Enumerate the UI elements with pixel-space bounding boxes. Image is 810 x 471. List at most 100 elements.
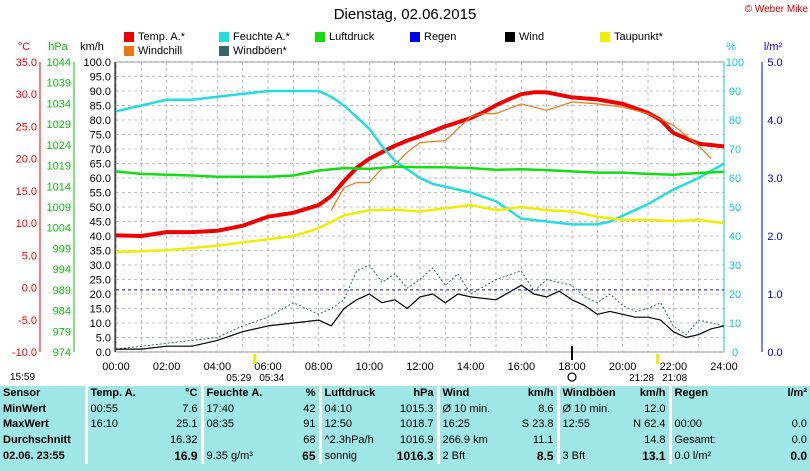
- kmh-tick-label: 0.0: [96, 347, 111, 359]
- stats-cell: 16.9: [174, 448, 198, 463]
- hpa-tick-label: 1019: [47, 161, 71, 173]
- pct-tick-label: 10: [729, 318, 741, 330]
- stats-cell: Ø 10 min.: [556, 401, 618, 418]
- legend-label-temp: Temp. A.*: [138, 31, 186, 43]
- pct-tick-label: 60: [729, 173, 741, 185]
- x-tick-label: 08:00: [305, 361, 333, 373]
- statistics-table: Sensor Temp. A. °C Feuchte A.% Luftdruck hPa W…: [0, 386, 810, 471]
- hpa-tick-label: 984: [53, 306, 71, 318]
- stats-cell: 8.5: [536, 448, 554, 463]
- hpa-tick-label: 999: [53, 243, 71, 255]
- stats-cell: [84, 432, 146, 449]
- stats-cell: Feuchte A.: [200, 386, 268, 402]
- kmh-tick-label: 50.0: [90, 202, 111, 214]
- legend-item-feuchte: Feuchte A.*: [219, 31, 290, 43]
- stats-cell: 2 Bft: [436, 448, 498, 464]
- pct-tick-label: 40: [729, 231, 741, 243]
- stats-cell: 0.0: [791, 418, 807, 431]
- copyright-link[interactable]: © Weber Mike: [744, 4, 808, 15]
- hpa-tick-label: 1039: [47, 78, 71, 90]
- kmh-tick-label: 75.0: [90, 130, 111, 142]
- stats-cell: Regen: [668, 386, 734, 402]
- legend-item-windchill: Windchill: [124, 45, 182, 57]
- stats-cell: [734, 402, 810, 418]
- hpa-tick-label: 1029: [47, 119, 71, 131]
- kmh-tick-label: 10.0: [90, 318, 111, 330]
- stats-cell: [84, 448, 146, 464]
- stats-cell: S 23.8: [521, 418, 554, 431]
- stats-cell: 12:50: [318, 417, 382, 433]
- stats-row: Durchschnitt 16.32 68 ^2.3hPa/h 1016.9 266.9 …: [0, 432, 810, 449]
- hpa-tick-label: 1014: [47, 181, 71, 193]
- stats-cell: %: [305, 387, 316, 400]
- hpa-tick-label: 974: [53, 347, 71, 359]
- kmh-tick-label: 85.0: [90, 101, 111, 113]
- pct-tick-label: 30: [729, 260, 741, 272]
- legend-swatch-regen: [410, 32, 420, 42]
- x-tick-label: 02:00: [153, 361, 181, 373]
- stats-cell: 02.06. 23:55: [3, 449, 65, 462]
- stats-cell: Sensor: [3, 387, 41, 400]
- hpa-tick-label: 1024: [47, 140, 71, 152]
- kmh-unit-label: km/h: [80, 41, 104, 53]
- stats-cell: 0.0: [791, 434, 807, 447]
- stats-cell: 13.1: [642, 448, 666, 463]
- pct-tick-label: 50: [729, 202, 741, 214]
- pct-tick-label: 100: [726, 57, 744, 69]
- stats-cell: 11.1: [532, 434, 554, 447]
- chart-legend: Temp. A.* Windchill Feuchte A.* Windböen* Lu…: [0, 0, 810, 60]
- clock-icon: [567, 372, 577, 382]
- stats-cell: [668, 401, 734, 418]
- stats-cell: 16.32: [169, 434, 198, 447]
- x-tick-label: 24:00: [710, 361, 738, 373]
- stats-cell: 8.6: [538, 402, 554, 415]
- stats-cell: Ø 10 min.: [436, 401, 498, 418]
- kmh-tick-label: 95.0: [90, 72, 111, 84]
- stats-cell: sonnig: [318, 448, 382, 464]
- series-temp-line: [115, 90, 725, 238]
- legend-swatch-windchill: [124, 46, 134, 56]
- stats-cell: 68: [303, 434, 316, 447]
- stats-cell: 42: [303, 402, 316, 415]
- kmh-tick-label: 90.0: [90, 86, 111, 98]
- kmh-tick-label: 60.0: [90, 173, 111, 185]
- stats-cell: 00:55: [84, 401, 146, 418]
- kmh-tick-label: 70.0: [90, 144, 111, 156]
- temp-tick-label: 20.0: [16, 154, 37, 166]
- stats-cell: MinWert: [3, 402, 47, 415]
- current-time-label: 15:59: [10, 372, 36, 383]
- sunrise-time-2: 05:34: [259, 373, 284, 384]
- stats-cell: 12.0: [644, 402, 666, 415]
- stats-cell: 65: [302, 448, 316, 463]
- hpa-tick-label: 1004: [47, 223, 71, 235]
- weather-chart: 35.0 30.0 25.0 20.0 15.0 10.0 5.0 0.0 -5.0 -10.0 °…: [12, 41, 783, 384]
- temp-tick-label: 5.0: [22, 250, 37, 262]
- rain-tick-label: 5.0: [767, 57, 782, 69]
- sunset-time-2: 21:08: [662, 373, 687, 384]
- stats-cell: hPa: [413, 387, 434, 400]
- stats-cell: Temp. A.: [84, 386, 146, 402]
- legend-swatch-temp: [124, 32, 134, 42]
- stats-cell: 1018.7: [399, 418, 434, 431]
- stats-cell: 14.8: [644, 434, 666, 447]
- kmh-tick-label: 80.0: [90, 115, 111, 127]
- pct-tick-label: 80: [729, 115, 741, 127]
- stats-cell: 266.9 km: [436, 432, 498, 449]
- temp-unit-label: °C: [18, 41, 30, 53]
- stats-cell: km/h: [639, 387, 666, 400]
- stats-cell: 16:10: [84, 417, 146, 433]
- kmh-tick-label: 30.0: [90, 260, 111, 272]
- kmh-tick-label: 5.0: [96, 333, 111, 345]
- pct-tick-label: 20: [729, 289, 741, 301]
- x-tick-label: 10:00: [356, 361, 384, 373]
- stats-cell: Luftdruck: [318, 386, 382, 402]
- legend-swatch-wind: [505, 32, 515, 42]
- stats-row: MaxWert 16:10 25.1 08:35 91 12:50 1018.7 16:25 S…: [0, 417, 810, 433]
- hpa-tick-label: 989: [53, 285, 71, 297]
- series-taupunkt-line: [115, 203, 725, 254]
- hpa-tick-label: 1034: [47, 98, 71, 110]
- stats-cell: 00:00: [668, 417, 734, 433]
- legend-label-regen: Regen: [424, 31, 457, 43]
- hpa-tick-label: 994: [53, 264, 71, 276]
- kmh-tick-label: 35.0: [90, 246, 111, 258]
